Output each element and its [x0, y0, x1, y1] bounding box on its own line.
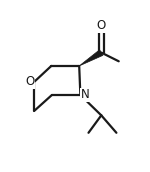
Text: O: O [25, 75, 34, 88]
Text: N: N [81, 89, 89, 101]
Text: O: O [97, 19, 106, 32]
Polygon shape [79, 50, 103, 66]
